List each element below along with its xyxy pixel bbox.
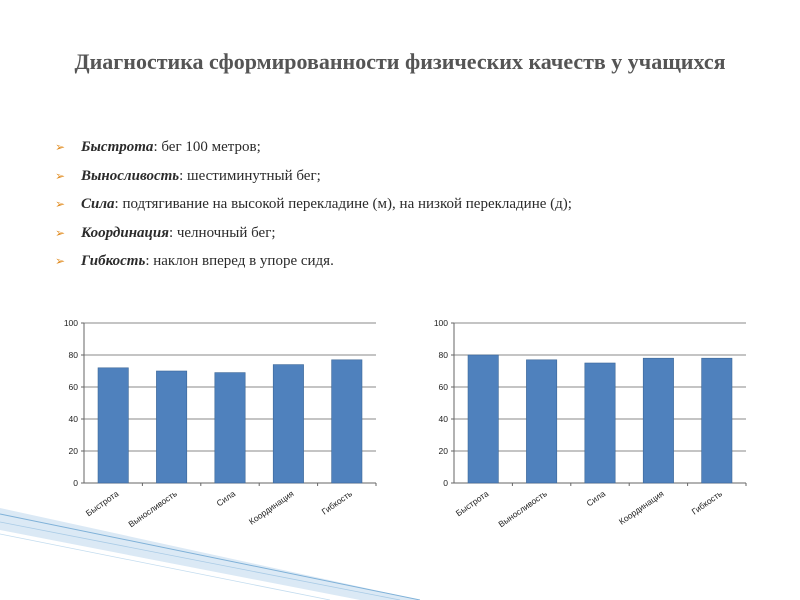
y-tick-label: 80 [439, 350, 449, 360]
bar [584, 362, 616, 484]
x-tick-label: Быстрота [454, 488, 491, 518]
bullet-term: Координация [81, 224, 169, 241]
bar [331, 359, 363, 484]
bullet-item: ➢ Быстрота: бег 100 метров; [54, 137, 774, 158]
swoosh-line [0, 533, 331, 600]
bar-chart-right: 0 20 40 60 80 100 Быстрота Выносливость Сила Коор… [434, 318, 747, 529]
bullet-item: ➢ Сила: подтягивание на высокой переклади… [54, 194, 774, 215]
y-tick-label: 100 [64, 318, 78, 328]
swoosh-line [0, 513, 420, 600]
y-tick-label: 0 [73, 478, 78, 488]
x-tick-label: Выносливость [496, 488, 549, 529]
y-tick-label: 20 [439, 446, 449, 456]
y-tick-label: 40 [439, 414, 449, 424]
y-tick-label: 20 [69, 446, 79, 456]
bullet-term: Сила [81, 196, 115, 212]
bar [272, 364, 304, 484]
bullet-item: ➢ Выносливость: шестиминутный бег; [54, 166, 774, 187]
y-tick-label: 60 [439, 382, 449, 392]
x-tick-label: Гибкость [690, 488, 725, 517]
slide-title: Диагностика сформированности физических … [74, 49, 726, 74]
x-tick-label: Координация [617, 488, 666, 526]
bullet-text: : челночный бег; [168, 224, 276, 241]
bar [156, 370, 188, 484]
y-tick-label: 40 [69, 414, 79, 424]
bullet-text: : подтягивание на высокой перекладине (м… [114, 196, 572, 212]
arrow-bullet-icon: ➢ [55, 254, 66, 268]
bullet-text: : наклон вперед в упоре сидя. [145, 253, 334, 269]
bullet-term: Гибкость [81, 253, 146, 269]
bar [467, 354, 499, 484]
bullet-term: Быстрота [81, 139, 154, 155]
arrow-bullet-icon: ➢ [55, 168, 66, 183]
bullet-item: ➢ Гибкость: наклон вперед в упоре сидя. [54, 251, 774, 272]
y-tick-label: 100 [434, 318, 448, 328]
decorative-swoosh [0, 508, 420, 600]
bar [97, 367, 129, 484]
bar [642, 357, 674, 484]
swoosh-band [0, 508, 420, 600]
bar [526, 359, 558, 484]
bar [214, 372, 246, 484]
y-tick-label: 0 [443, 478, 448, 488]
bullet-text: : шестиминутный бег; [179, 167, 321, 184]
arrow-bullet-icon: ➢ [55, 225, 66, 240]
bullet-list: ➢ Быстрота: бег 100 метров; ➢ Выносливость… [54, 137, 774, 280]
arrow-bullet-icon: ➢ [55, 140, 66, 154]
bullet-term: Выносливость [81, 167, 180, 184]
bullet-text: : бег 100 метров; [153, 139, 261, 155]
swoosh-line [0, 521, 401, 600]
y-tick-label: 60 [69, 382, 79, 392]
y-tick-label: 80 [69, 350, 79, 360]
arrow-bullet-icon: ➢ [55, 197, 66, 211]
x-tick-label: Сила [585, 488, 608, 508]
bar [701, 357, 733, 484]
bullet-item: ➢ Координация: челночный бег; [54, 223, 774, 244]
